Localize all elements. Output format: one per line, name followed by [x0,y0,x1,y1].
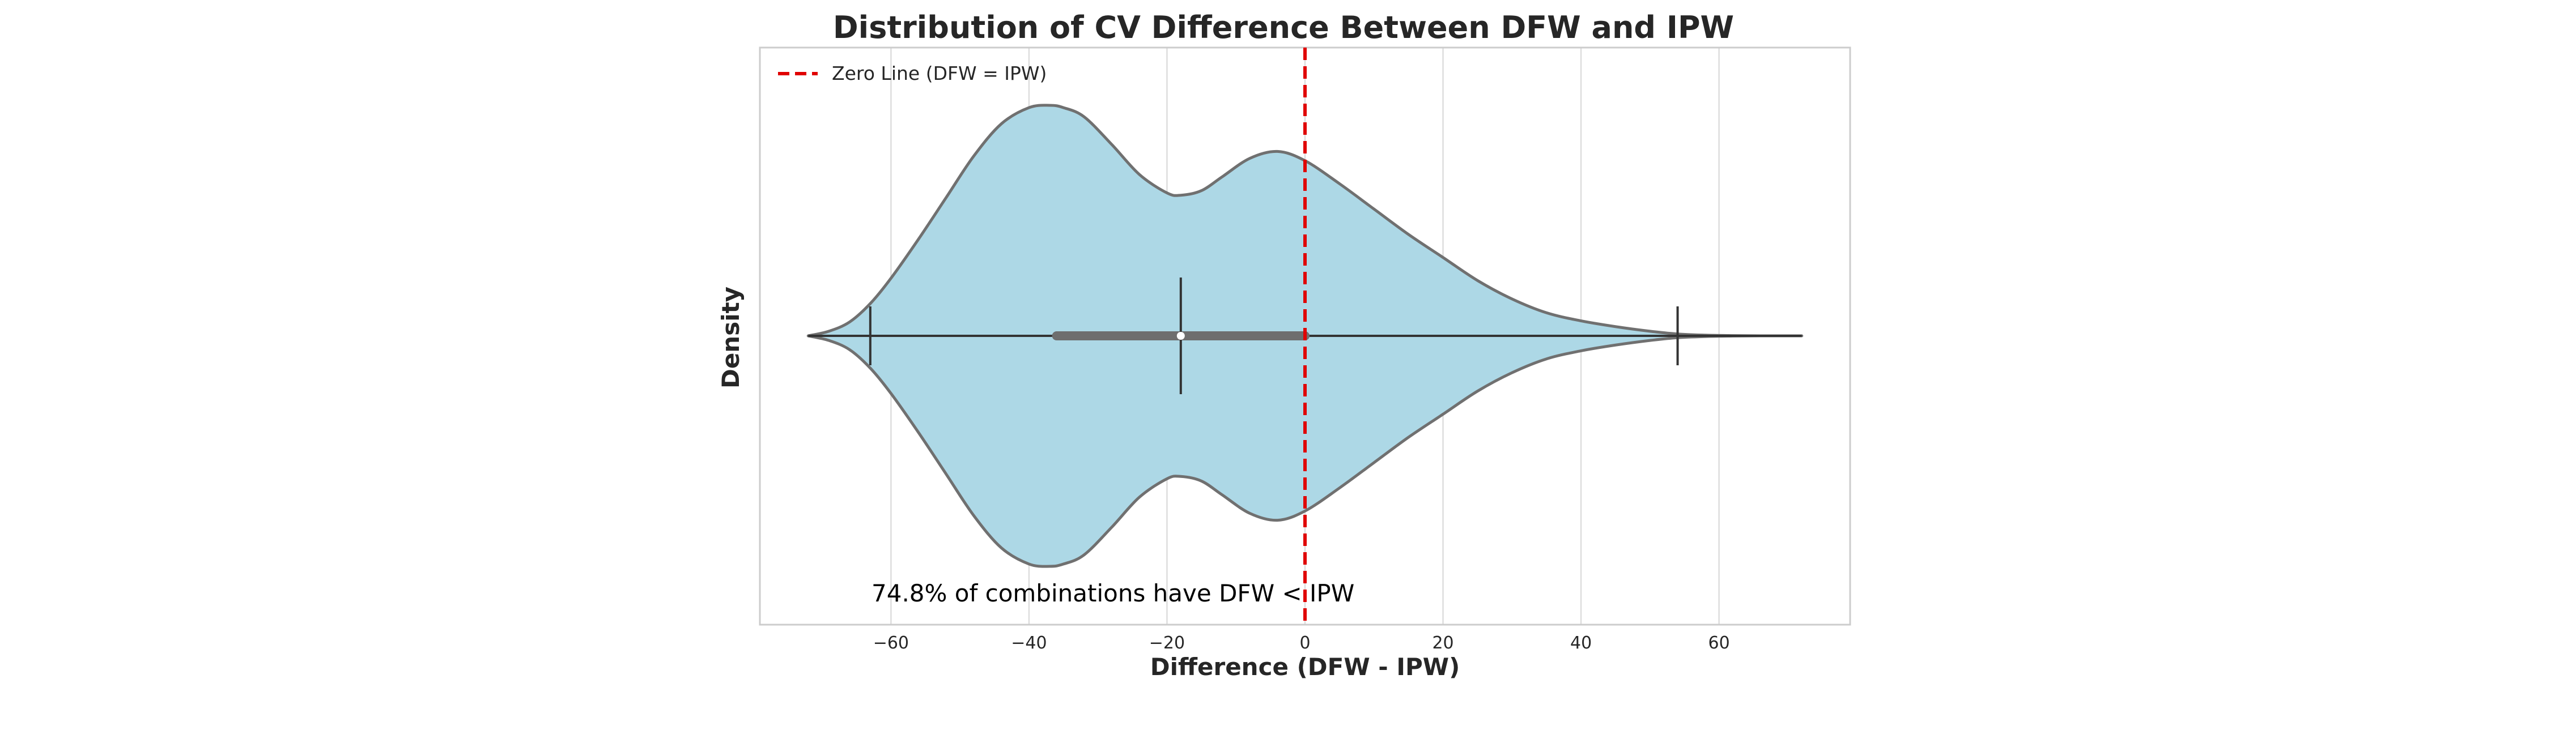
x-tick-labels: −60 −40 −20 0 20 40 60 [873,633,1730,653]
x-tick-label: −40 [1011,633,1047,653]
annotation-text: 74.8% of combinations have DFW < IPW [872,579,1354,607]
x-tick-label: −60 [873,633,909,653]
x-tick-label: 20 [1432,633,1453,653]
legend-label-zero-line: Zero Line (DFW = IPW) [832,62,1047,84]
x-axis-label: Difference (DFW - IPW) [1150,653,1460,681]
median-dot [1176,332,1185,340]
x-tick-label: −20 [1149,633,1185,653]
x-tick-label: 0 [1299,633,1310,653]
y-axis-label: Density [717,287,745,389]
legend: Zero Line (DFW = IPW) [778,62,1047,84]
chart-title: Distribution of CV Difference Between DF… [833,10,1734,45]
x-tick-label: 40 [1570,633,1592,653]
x-tick-label: 60 [1708,633,1730,653]
